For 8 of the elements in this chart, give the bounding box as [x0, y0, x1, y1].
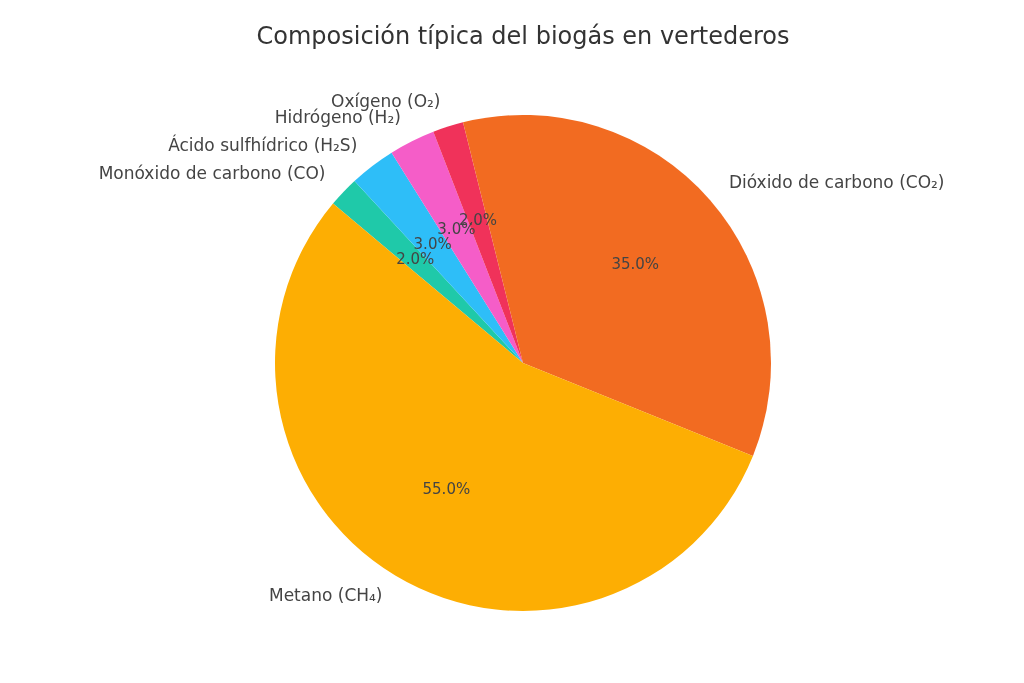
chart-title: Composición típica del biogás en vertederos — [256, 22, 790, 51]
slice-label: Ácido sulfhídrico (H₂S) — [168, 133, 358, 155]
slice-label: Dióxido de carbono (CO₂) — [728, 172, 945, 193]
data-label: 35.0% — [611, 255, 660, 274]
slice-label: Monóxido de carbono (CO) — [98, 163, 326, 184]
data-label: 3.0% — [413, 234, 452, 253]
slice-label: Metano (CH₄) — [268, 585, 383, 606]
data-label: 55.0% — [422, 480, 471, 499]
